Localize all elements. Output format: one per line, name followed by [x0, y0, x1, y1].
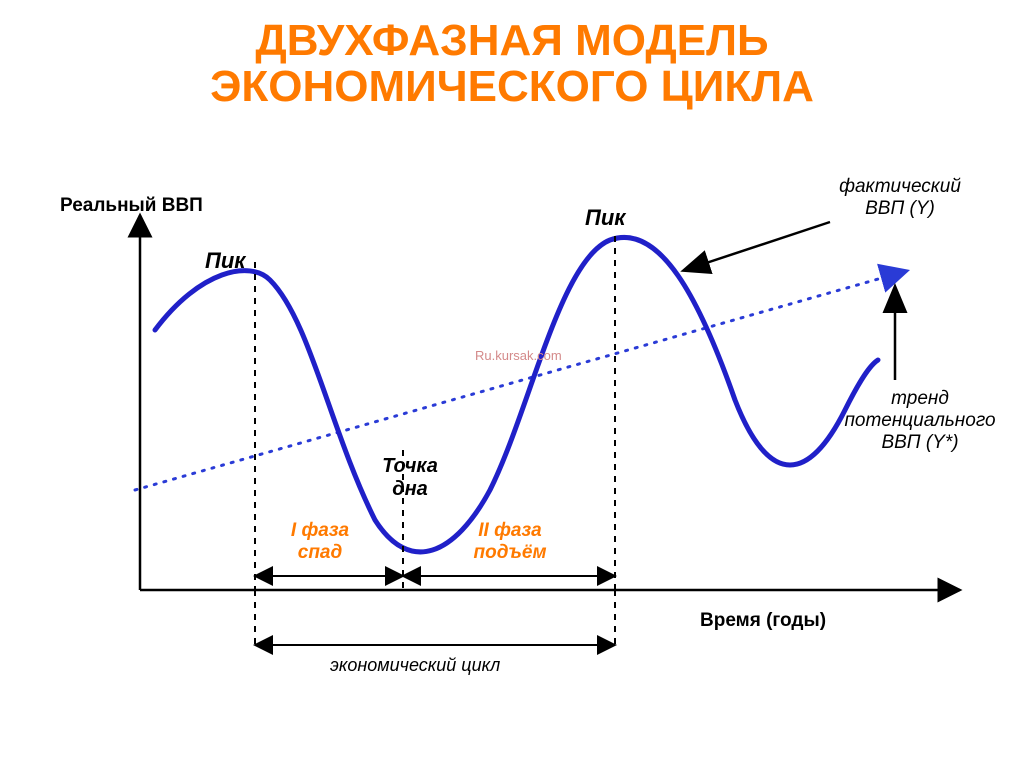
potential-gdp-line1: тренд — [891, 388, 949, 409]
actual-gdp-label: фактический ВВП (Y) — [810, 176, 990, 220]
phase2-line1: II фаза — [478, 520, 541, 541]
actual-gdp-line2: ВВП (Y) — [865, 198, 935, 219]
x-axis-label: Время (годы) — [700, 610, 826, 632]
phase2-label: II фаза подъём — [440, 520, 580, 564]
watermark: Ru.kursak.com — [475, 348, 562, 363]
potential-gdp-line3: ВВП (Y*) — [881, 432, 958, 453]
trough-label-line2: дна — [392, 478, 428, 500]
y-axis-label: Реальный ВВП — [60, 195, 203, 217]
actual-gdp-line1: фактический — [839, 176, 961, 197]
potential-gdp-line2: потенциального — [844, 410, 995, 431]
trough-label-line1: Точка — [382, 455, 438, 477]
phase1-line2: спад — [298, 542, 343, 563]
cycle-label: экономический цикл — [330, 655, 500, 676]
peak2-label: Пик — [585, 205, 625, 231]
trend-line — [135, 270, 910, 490]
trough-label: Точка дна — [365, 455, 455, 501]
potential-gdp-label: тренд потенциального ВВП (Y*) — [820, 388, 1020, 454]
actual-gdp-arrow — [685, 222, 830, 270]
phase1-label: I фаза спад — [260, 520, 380, 564]
phase1-line1: I фаза — [291, 520, 349, 541]
phase2-line2: подъём — [473, 542, 546, 563]
gdp-wave — [155, 237, 878, 552]
peak1-label: Пик — [205, 248, 245, 274]
diagram-page: ДВУХФАЗНАЯ МОДЕЛЬ ЭКОНОМИЧЕСКОГО ЦИКЛА — [0, 0, 1024, 768]
chart-svg — [0, 0, 1024, 768]
